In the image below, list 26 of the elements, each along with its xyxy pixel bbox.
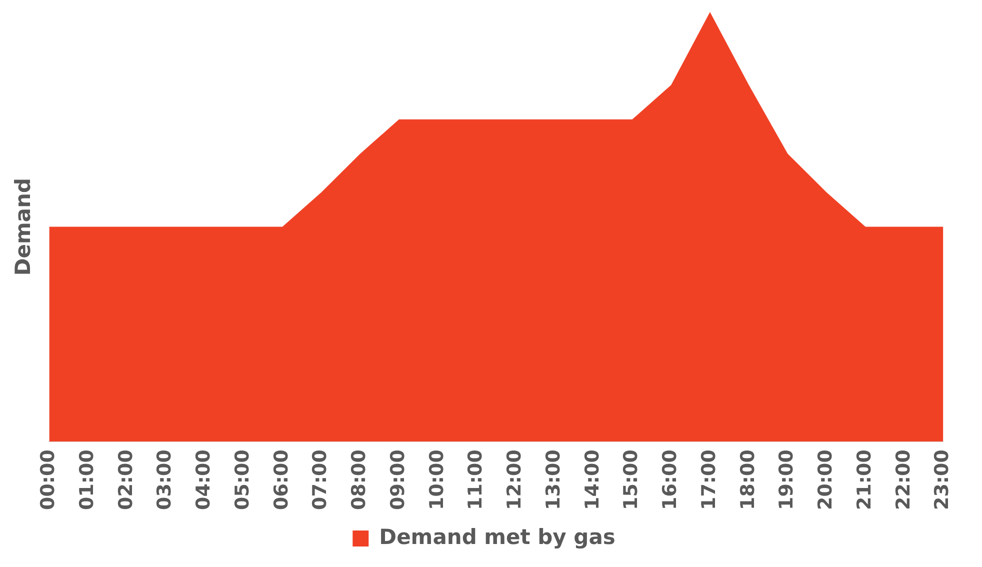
- x-tick-label: 09:00: [386, 450, 409, 510]
- x-tick-label: 19:00: [776, 450, 798, 510]
- x-tick-label: 21:00: [853, 450, 876, 510]
- x-tick-label: 02:00: [114, 450, 137, 510]
- x-tick-label: 15:00: [620, 450, 642, 510]
- x-tick-label: 22:00: [892, 450, 914, 510]
- x-tick-label: 03:00: [154, 450, 176, 510]
- x-tick-label: 04:00: [192, 450, 215, 510]
- x-tick-label: 11:00: [464, 450, 487, 510]
- x-tick-label: 16:00: [659, 450, 682, 510]
- x-tick-label: 18:00: [736, 450, 759, 510]
- x-tick-label: 07:00: [309, 450, 332, 510]
- x-tick-label: 13:00: [542, 450, 564, 510]
- x-tick-label: 10:00: [426, 450, 448, 510]
- y-axis-title: Demand: [11, 178, 36, 276]
- x-tick-label: 01:00: [76, 450, 98, 510]
- x-tick-label: 14:00: [581, 450, 604, 510]
- x-tick-label: 06:00: [270, 450, 292, 510]
- x-tick-label: 17:00: [698, 450, 720, 510]
- x-tick-label: 20:00: [814, 450, 837, 510]
- legend-label: Demand met by gas: [379, 524, 616, 549]
- x-tick-label: 05:00: [231, 450, 254, 510]
- x-tick-label: 12:00: [504, 450, 526, 510]
- x-tick-label: 23:00: [931, 450, 954, 510]
- x-tick-label: 08:00: [348, 450, 370, 510]
- x-tick-label: 00:00: [37, 450, 60, 510]
